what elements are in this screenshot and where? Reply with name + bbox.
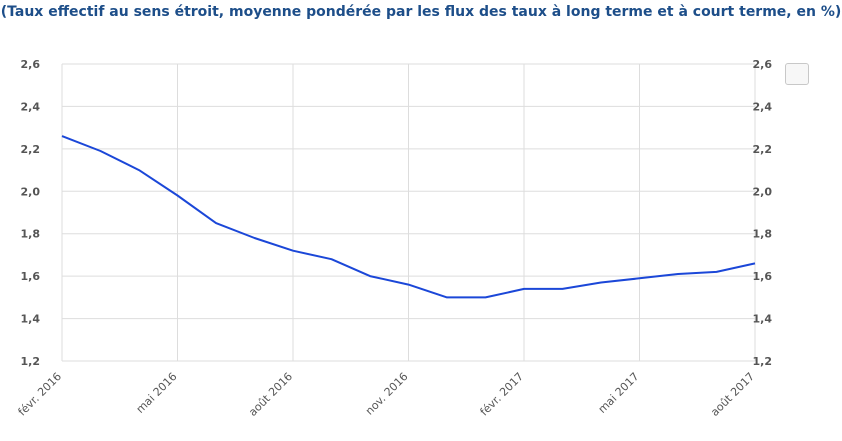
- y-tick-label: 1,6: [21, 270, 41, 283]
- y-tick-label-right: 2,4: [753, 100, 773, 113]
- chart-menu-button[interactable]: [785, 63, 809, 85]
- y-tick-label: 2,6: [21, 58, 41, 71]
- y-tick-label-right: 1,4: [753, 313, 773, 326]
- y-tick-label-right: 1,6: [753, 270, 773, 283]
- chart-title: (Taux effectif au sens étroit, moyenne p…: [0, 4, 842, 20]
- y-tick-label: 2,2: [21, 143, 41, 156]
- y-tick-label-right: 2,6: [753, 58, 773, 71]
- x-tick-label: nov. 2016: [363, 370, 411, 418]
- x-tick-label: mai 2016: [134, 370, 180, 416]
- x-tick-label: mai 2017: [596, 370, 642, 416]
- y-tick-label-right: 1,2: [753, 355, 773, 368]
- x-tick-label: août 2017: [708, 370, 757, 419]
- y-tick-label: 2,4: [21, 100, 41, 113]
- series-line: [61, 135, 756, 299]
- grid-lines: [61, 63, 756, 362]
- x-tick-label: févr. 2017: [478, 370, 527, 419]
- y-axis-right: 1,2 1,4 1,6 1,8 2,0 2,2 2,4 2,6: [753, 58, 773, 368]
- y-tick-label-right: 1,8: [753, 228, 773, 241]
- y-tick-label: 1,2: [21, 355, 41, 368]
- y-tick-label: 2,0: [21, 185, 41, 198]
- x-tick-label: août 2016: [246, 370, 295, 419]
- series-group: [61, 135, 756, 299]
- y-tick-label-right: 2,2: [753, 143, 773, 156]
- x-tick-label: févr. 2016: [16, 370, 65, 419]
- y-tick-label-right: 2,0: [753, 185, 773, 198]
- y-tick-label: 1,8: [21, 228, 41, 241]
- y-axis-left: 1,2 1,4 1,6 1,8 2,0 2,2 2,4 2,6: [21, 58, 41, 368]
- x-axis: févr. 2016 mai 2016 août 2016 nov. 2016 févr…: [16, 370, 758, 419]
- y-tick-label: 1,4: [21, 313, 41, 326]
